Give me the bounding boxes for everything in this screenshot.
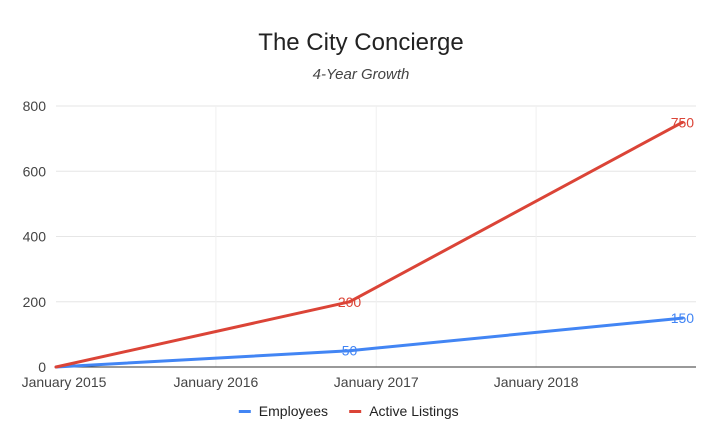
data-point <box>680 120 684 124</box>
x-tick-label: January 2017 <box>334 374 419 390</box>
legend-label: Active Listings <box>369 403 458 419</box>
chart-subtitle: 4-Year Growth <box>313 66 410 83</box>
data-label: 750 <box>671 114 695 130</box>
x-axis: January 2015 January 2016 January 2017 Janu… <box>22 366 696 390</box>
series-line <box>55 120 684 369</box>
legend-swatch <box>238 410 251 413</box>
data-label: 200 <box>338 294 362 310</box>
data-point <box>54 365 58 369</box>
data-point <box>680 316 684 320</box>
data-point <box>347 300 351 304</box>
legend: Employees Active Listings <box>238 403 459 419</box>
plot-area <box>54 120 684 369</box>
chart-title: The City Concierge <box>258 29 463 56</box>
data-point <box>347 349 351 353</box>
legend-swatch <box>349 410 362 413</box>
x-tick-label: January 2016 <box>173 374 258 390</box>
y-tick-label: 0 <box>38 359 46 375</box>
y-tick-label: 200 <box>23 294 47 310</box>
data-labels: 50 150 200 750 <box>338 114 694 358</box>
data-label: 50 <box>342 343 358 359</box>
y-tick-label: 800 <box>23 98 47 114</box>
gridlines <box>56 105 696 367</box>
x-tick-label: January 2015 <box>22 374 107 390</box>
data-label: 150 <box>671 310 695 326</box>
x-tick-label: January 2018 <box>494 374 579 390</box>
y-tick-label: 400 <box>23 229 47 245</box>
y-tick-label: 600 <box>23 163 47 179</box>
y-axis: 0 200 400 600 800 <box>23 98 47 375</box>
series-line <box>55 316 683 369</box>
legend-label: Employees <box>259 403 328 419</box>
